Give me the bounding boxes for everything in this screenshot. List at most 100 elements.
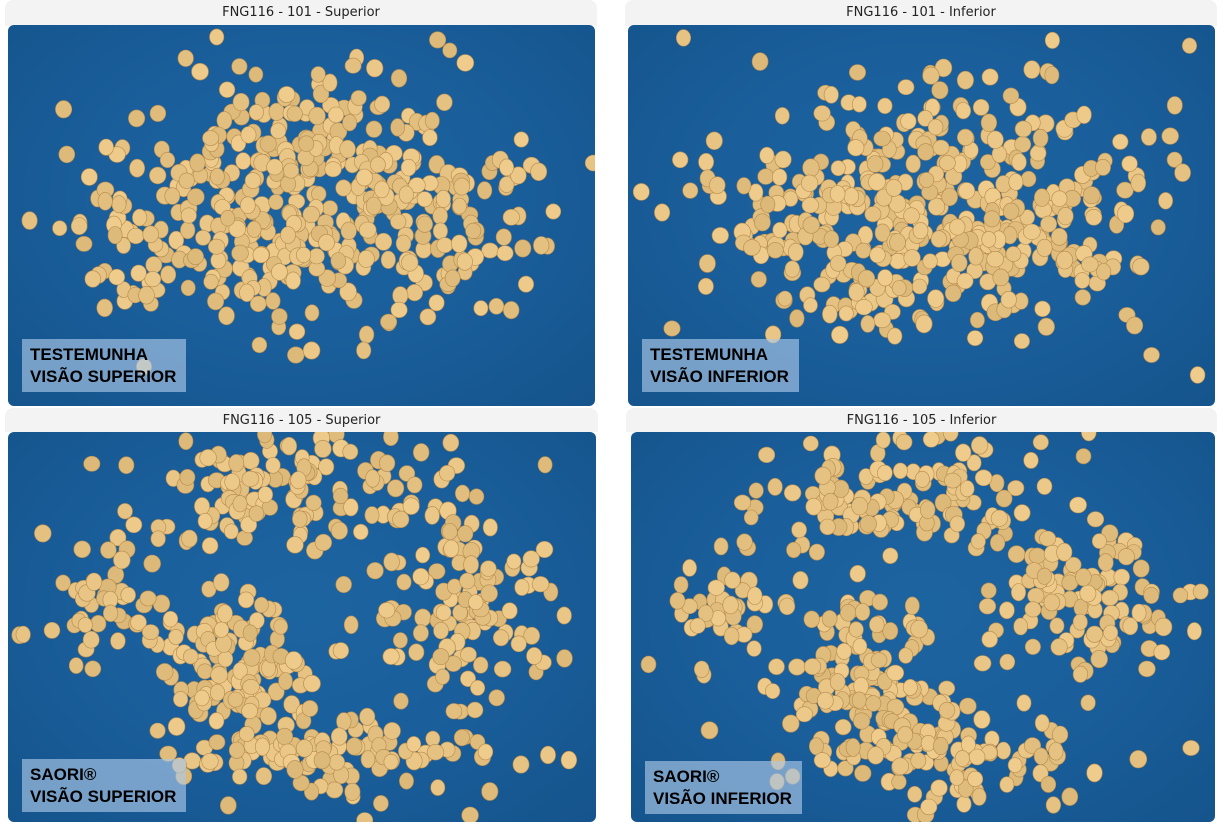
seed [829,185,846,203]
seed [392,632,408,649]
seed [34,524,52,543]
seed [305,494,322,511]
seed [178,432,194,450]
seed [208,238,226,255]
seed [1002,202,1020,221]
seed [955,102,971,120]
seed [416,191,433,208]
seed [318,458,335,476]
seed [855,242,872,259]
seed [240,126,257,144]
seed [779,597,796,616]
seed [365,120,383,138]
seed [195,229,211,246]
seed [673,576,689,594]
seed [1034,714,1050,732]
seed [194,689,210,707]
seed [248,66,264,83]
seed [419,308,437,326]
seed [232,662,248,680]
seed [416,215,433,233]
seed [370,156,386,173]
seed [432,648,450,666]
seed [493,629,510,647]
seed [98,138,114,156]
seed [830,255,847,272]
seed [672,151,689,169]
seed [344,782,361,801]
seed [981,630,998,648]
seed [259,707,277,726]
seed [537,456,553,474]
seed [1011,153,1027,172]
seed [90,615,107,633]
seed [374,180,390,199]
seeds-image [632,29,1206,384]
seed [523,626,541,645]
seed [257,432,273,444]
seed-photo: SAORI® VISÃO INFERIOR [631,432,1215,822]
panel-105-superior: FNG116 - 105 - Superior SAORI® VISÃO SUPE… [5,408,598,822]
seed [852,638,868,655]
seed [80,168,98,186]
seed [197,512,213,530]
seed [232,768,248,785]
seed [981,231,997,248]
seed [864,206,882,223]
seed [1008,173,1024,191]
seed [159,152,176,169]
seed [259,135,277,153]
seed [208,734,226,751]
seed [848,621,864,638]
caption-line-2: VISÃO INFERIOR [653,789,792,808]
seed [829,673,846,691]
seed [214,621,230,638]
seed [722,595,739,615]
seed [931,81,949,100]
seed [1005,246,1022,262]
seed [753,213,771,232]
seed [944,472,962,489]
seed [814,466,832,485]
seed [113,550,131,570]
seed [382,648,400,665]
seed [1050,227,1068,246]
seed [330,727,348,746]
seed [902,678,918,696]
seed [1036,238,1053,257]
seed [322,73,338,92]
seed [869,246,886,264]
seed [191,63,209,81]
seed [408,177,426,194]
seed [830,160,846,177]
seed [995,489,1013,508]
seed [941,187,959,207]
seed [173,691,189,708]
seed [757,168,775,185]
caption-line-2: VISÃO SUPERIOR [30,787,177,806]
seed [784,260,800,278]
seed [288,323,306,340]
seed [855,299,873,316]
seed [891,757,910,776]
seed [339,282,357,302]
seed [1132,559,1150,578]
seed [971,787,987,806]
seed [232,495,248,513]
seed [242,624,258,642]
seed [412,624,429,642]
seed [378,602,396,619]
seed [324,161,342,178]
seed [350,90,367,106]
seed [495,228,512,246]
seed [451,234,468,253]
panel-101-superior: FNG116 - 101 - Superior TESTEMUNHA VISÃO … [5,0,597,406]
seed [922,432,940,448]
seed [877,269,893,287]
seed [432,206,448,225]
seed [77,617,93,633]
seed [177,49,194,67]
seed [271,263,288,281]
seed [513,131,529,148]
seed [860,315,876,333]
